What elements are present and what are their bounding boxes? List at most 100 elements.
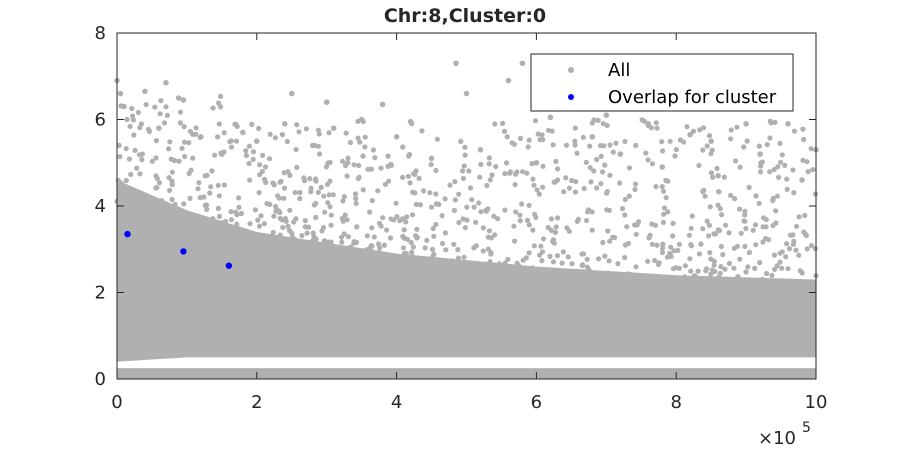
- scatter-point-all: [210, 105, 216, 111]
- scatter-point-all: [296, 129, 302, 135]
- scatter-point-all: [330, 125, 337, 131]
- scatter-point-all: [728, 127, 734, 133]
- scatter-point-all: [574, 218, 580, 224]
- scatter-point-all: [132, 195, 138, 202]
- scatter-point-all: [254, 253, 260, 259]
- scatter-point-all: [417, 202, 423, 208]
- scatter-point-all: [414, 226, 420, 232]
- scatter-point-all: [204, 172, 210, 178]
- scatter-point-all: [409, 212, 416, 218]
- scatter-point-all: [607, 142, 613, 148]
- scatter-point-all: [618, 295, 624, 301]
- scatter-point-all: [277, 179, 283, 185]
- scatter-point-all: [584, 256, 590, 262]
- scatter-point-all: [154, 176, 160, 182]
- scatter-point-all: [368, 166, 374, 172]
- scatter-point-all: [163, 79, 169, 86]
- scatter-point-all: [606, 207, 613, 213]
- scatter-point-all: [169, 178, 175, 184]
- scatter-point-all: [682, 291, 688, 298]
- scatter-point-all: [288, 90, 295, 97]
- scatter-point-all: [135, 109, 141, 116]
- scatter-point-all: [404, 236, 411, 242]
- scatter-point-all: [696, 162, 702, 169]
- scatter-point-all: [704, 143, 710, 149]
- scatter-point-all: [281, 195, 287, 201]
- scatter-point-all: [471, 281, 477, 287]
- scatter-point-all: [495, 216, 501, 222]
- scatter-point-all: [143, 102, 149, 108]
- scatter-point-all: [279, 217, 285, 223]
- scatter-point-all: [660, 245, 666, 251]
- scatter-point-all: [528, 288, 535, 294]
- scatter-point-all: [350, 267, 356, 274]
- scatter-point-all: [511, 238, 518, 244]
- scatter-point-all: [419, 128, 425, 134]
- scatter-point-all: [261, 221, 267, 227]
- scatter-point-all: [270, 256, 276, 263]
- scatter-point-all: [574, 268, 580, 274]
- scatter-point-all: [157, 111, 163, 117]
- scatter-point-all: [273, 204, 279, 210]
- scatter-point-all: [307, 176, 313, 182]
- scatter-point-all: [180, 97, 187, 103]
- scatter-point-all: [424, 237, 430, 243]
- scatter-point-all: [758, 169, 764, 175]
- scatter-point-all: [784, 176, 790, 182]
- scatter-point-all: [532, 289, 539, 295]
- scatter-point-all: [711, 262, 717, 268]
- scatter-point-all: [327, 204, 333, 210]
- scatter-point-all: [703, 268, 709, 274]
- scatter-point-all: [718, 243, 725, 250]
- scatter-point-all: [682, 263, 689, 269]
- scatter-point-all: [309, 263, 315, 269]
- scatter-point-all: [450, 258, 456, 264]
- scatter-point-all: [786, 246, 793, 252]
- scatter-point-all: [696, 251, 703, 257]
- scatter-point-all: [547, 114, 554, 121]
- scatter-point-all: [256, 125, 262, 132]
- scatter-point-all: [218, 93, 224, 99]
- scatter-point-all: [119, 197, 125, 203]
- scatter-point-all: [369, 272, 375, 279]
- y-tick-label: 6: [95, 110, 106, 131]
- scatter-point-all: [533, 159, 540, 166]
- scatter-point-all: [228, 144, 235, 150]
- scatter-point-all: [321, 193, 327, 199]
- scatter-point-all: [203, 235, 209, 241]
- scatter-point-all: [606, 258, 612, 264]
- scatter-point-all: [307, 243, 313, 249]
- scatter-point-all: [195, 186, 201, 192]
- scatter-point-all: [530, 227, 536, 233]
- scatter-point-all: [643, 150, 649, 156]
- axes: [116, 32, 817, 380]
- scatter-point-all: [567, 270, 574, 276]
- tick-labels: 0 2 4 6 8 10 0 2 4 6 8 ×10 5: [95, 23, 828, 449]
- scatter-point-all: [567, 288, 573, 294]
- scatter-point-all: [280, 249, 286, 255]
- scatter-point-all: [715, 172, 721, 179]
- scatter-point-all: [559, 260, 565, 266]
- scatter-point-all: [700, 292, 706, 298]
- scatter-point-all: [153, 138, 159, 144]
- scatter-point-all: [477, 146, 484, 153]
- scatter-point-all: [784, 279, 790, 285]
- scatter-point-all: [404, 214, 410, 220]
- scatter-point-all: [718, 264, 724, 270]
- scatter-point-all: [517, 218, 523, 224]
- scatter-point-all: [549, 128, 555, 134]
- scatter-point-all: [370, 267, 376, 274]
- scatter-point-all: [502, 171, 508, 177]
- scatter-point-all: [690, 297, 697, 303]
- scatter-point-all: [492, 232, 498, 238]
- scatter-point-all: [579, 269, 585, 275]
- scatter-point-all: [652, 257, 658, 264]
- scatter-point-all: [480, 271, 486, 277]
- scatter-point-all: [801, 136, 807, 143]
- scatter-point-all: [482, 280, 488, 286]
- scatter-point-all: [761, 215, 767, 221]
- scatter-point-all: [767, 118, 773, 124]
- scatter-point-all: [190, 131, 196, 137]
- scatter-point-all: [388, 269, 394, 275]
- scatter-point-all: [223, 218, 229, 224]
